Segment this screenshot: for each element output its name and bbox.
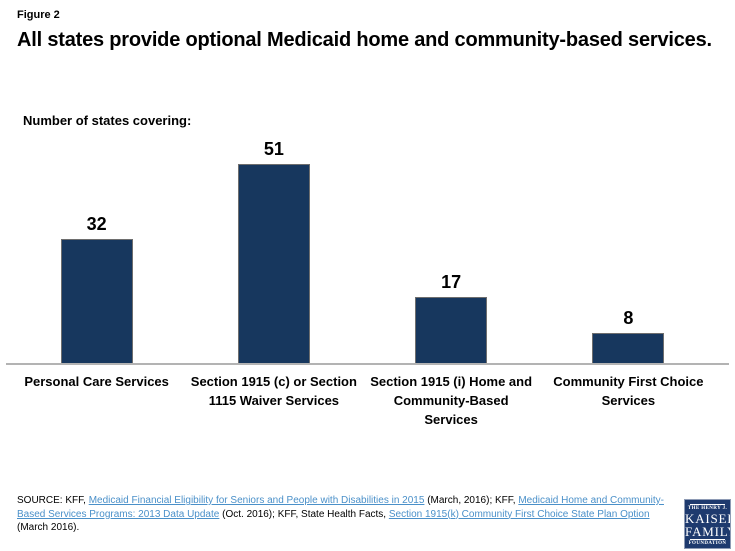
bar-group: 17 [363, 138, 540, 364]
logo-rule [690, 539, 725, 540]
bar-group: 32 [8, 138, 185, 364]
logo-rule [690, 504, 725, 505]
logo-text-kaiser: KAISER [685, 511, 730, 526]
source-text-segment: (Oct. 2016); KFF, State Health Facts, [219, 508, 389, 520]
figure-label: Figure 2 [17, 9, 60, 21]
source-note: SOURCE: KFF, Medicaid Financial Eligibil… [17, 494, 679, 535]
kff-logo: THE HENRY J. KAISER FAMILY FOUNDATION [684, 499, 731, 549]
bar-value-label: 17 [441, 272, 462, 292]
x-axis-line [6, 363, 729, 365]
category-label: Community First Choice Services [553, 374, 704, 408]
category-label: Section 1915 (i) Home and Community-Base… [370, 374, 533, 427]
logo-text-family: FAMILY [685, 524, 730, 539]
category-label: Section 1915 (c) or Section 1115 Waiver … [190, 374, 357, 408]
source-link[interactable]: Medicaid Financial Eligibility for Senio… [88, 495, 425, 506]
source-text-segment: (March 2016). [17, 522, 80, 533]
source-text-segment: (March, 2016); KFF, [424, 495, 519, 506]
bar-chart: 32 51 17 8 [8, 138, 717, 364]
logo-text-henry: THE HENRY J. [687, 506, 728, 511]
chart-axis-label: Number of states covering: [23, 113, 192, 128]
bar-value-label: 51 [263, 139, 284, 159]
bar-value-label: 8 [623, 308, 634, 328]
category-axis: Personal Care Services Section 1915 (c) o… [8, 372, 717, 429]
bar-group: 8 [540, 138, 717, 364]
source-link[interactable]: Medicaid Home and Community-Based Servic… [17, 495, 664, 520]
logo-text-foundation: FOUNDATION [688, 541, 727, 546]
bar [415, 297, 488, 364]
bar-value-label: 32 [86, 214, 107, 234]
bar-group: 51 [185, 138, 362, 364]
source-text-segment: SOURCE: KFF, [17, 495, 89, 506]
page-title: All states provide optional Medicaid hom… [17, 29, 712, 51]
bar [60, 239, 133, 364]
bar [592, 333, 665, 364]
category-label: Personal Care Services [24, 374, 169, 389]
bar [237, 164, 310, 364]
source-link[interactable]: Section 1915(k) Community First Choice S… [388, 508, 650, 520]
